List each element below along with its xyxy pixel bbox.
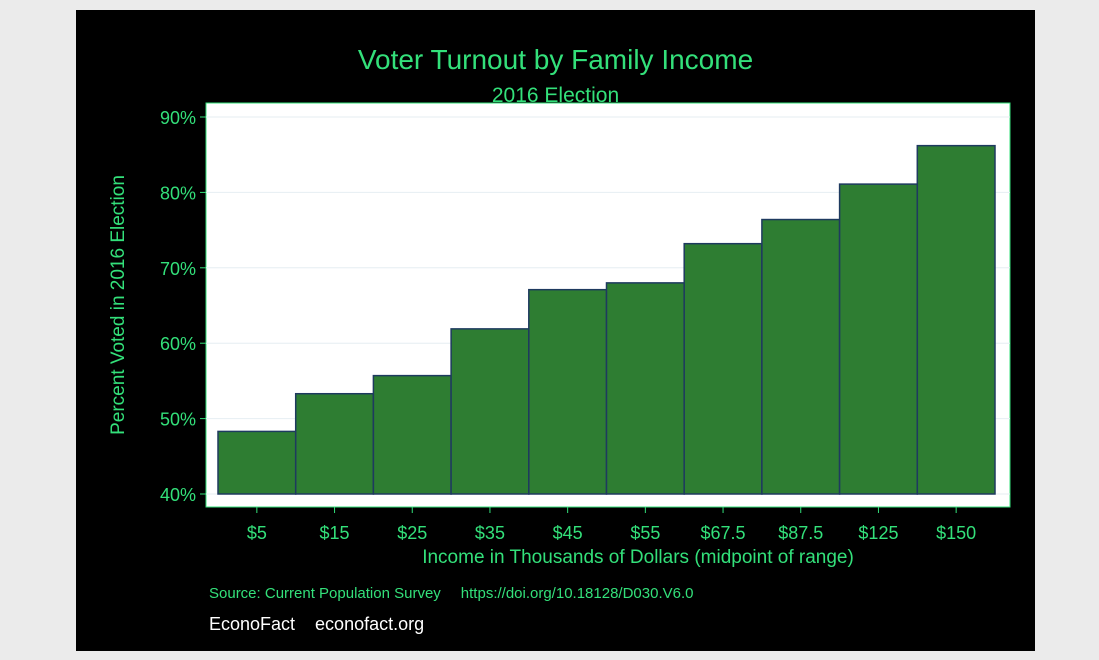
bar: [761, 218, 841, 495]
y-tick-label: 80%: [160, 183, 196, 203]
y-tick-label: 40%: [160, 485, 196, 505]
y-tick-label: 70%: [160, 259, 196, 279]
x-tick-label: $35: [475, 523, 505, 543]
chart-panel: Voter Turnout by Family Income 2016 Elec…: [76, 10, 1035, 651]
y-tick-label: 50%: [160, 410, 196, 430]
bar: [372, 374, 452, 495]
bar-chart: 40% 50% 60% 70% 80% 90% $5 $15 $25 $35 $45 $55 $67.5…: [108, 102, 1011, 568]
chart-title: Voter Turnout by Family Income: [357, 44, 754, 75]
chart-subtitle: 2016 Election: [491, 84, 620, 107]
x-tick-label: $150: [936, 523, 976, 543]
x-axis-title: Income in Thousands of Dollars (midpoint…: [422, 547, 854, 568]
x-tick-label: $87.5: [778, 523, 823, 543]
bar: [838, 183, 919, 495]
x-tick-label: $15: [320, 523, 350, 543]
y-tick-label: 60%: [160, 334, 196, 354]
x-tick-label: $55: [630, 523, 660, 543]
bar: [605, 282, 685, 495]
brand-line: EconoFact econofact.org: [209, 614, 424, 635]
bar: [528, 288, 608, 495]
source-note: Source: Current Population Survey https:/…: [209, 585, 693, 602]
x-tick-label: $125: [858, 523, 898, 543]
bar: [450, 328, 530, 495]
brand-site[interactable]: econofact.org: [315, 614, 425, 634]
brand-name: EconoFact: [209, 614, 296, 634]
x-tick-label: $5: [247, 523, 267, 543]
bar: [217, 430, 297, 495]
source-text: Source: Current Population Survey: [209, 585, 441, 602]
x-tick-label: $45: [553, 523, 583, 543]
x-tick-label: $67.5: [701, 523, 746, 543]
bar: [683, 242, 763, 495]
bar: [294, 392, 375, 495]
y-axis-title: Percent Voted in 2016 Election: [108, 175, 129, 435]
y-tick-label: 90%: [160, 108, 196, 128]
bar: [916, 144, 996, 495]
doi-link[interactable]: https://doi.org/10.18128/D030.V6.0: [460, 585, 694, 602]
x-tick-label: $25: [397, 523, 427, 543]
